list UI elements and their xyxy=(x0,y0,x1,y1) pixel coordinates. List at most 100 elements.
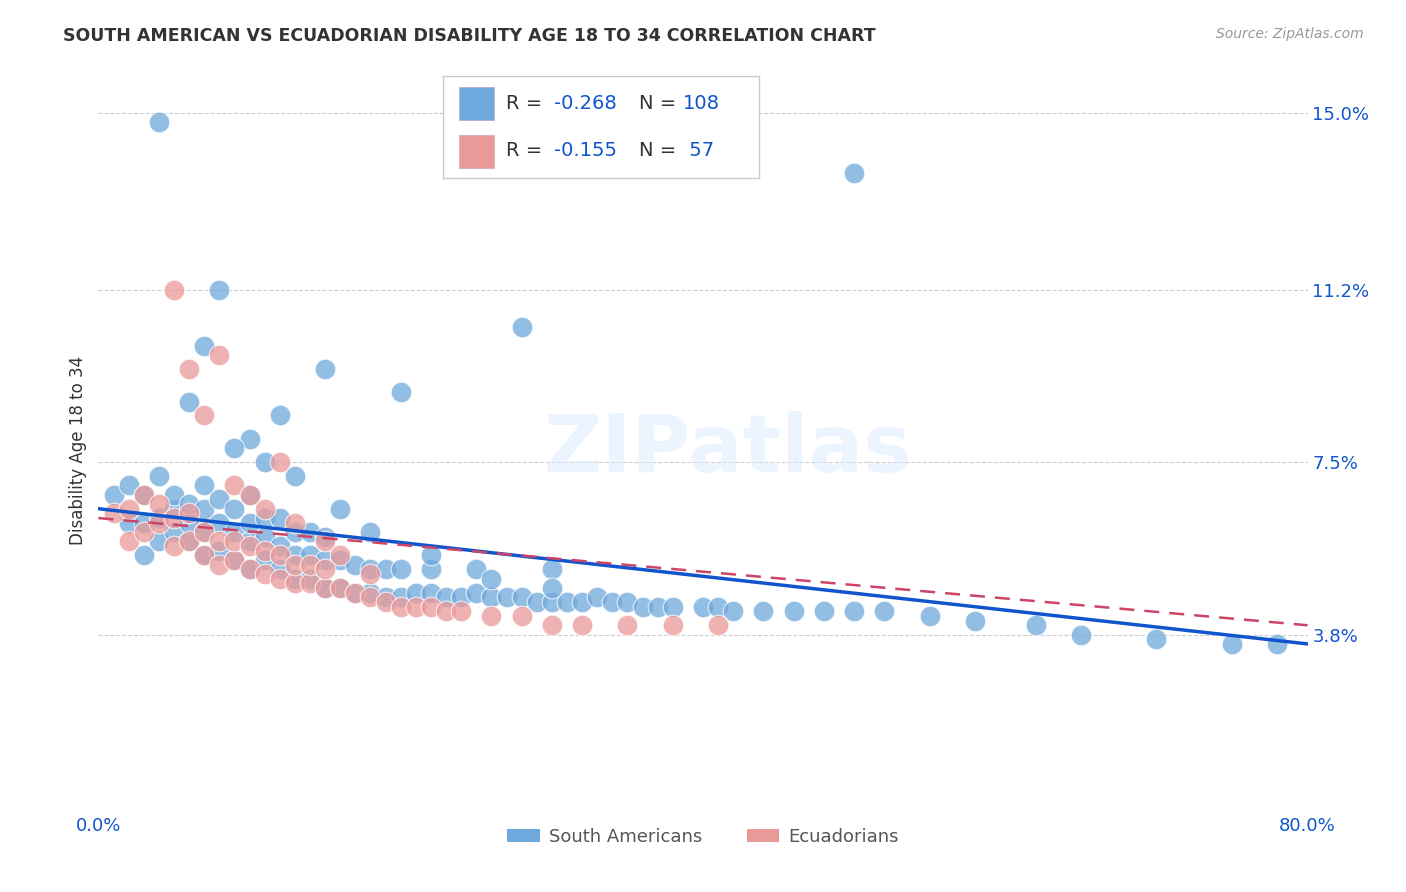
Point xyxy=(193,338,215,352)
Point xyxy=(329,549,352,563)
Point xyxy=(360,562,382,576)
Point xyxy=(329,581,352,595)
Point xyxy=(540,562,562,576)
Point xyxy=(540,595,562,609)
Point xyxy=(602,595,624,609)
Point xyxy=(510,591,533,605)
Point xyxy=(631,599,654,614)
Point xyxy=(873,604,896,618)
Point xyxy=(314,534,336,549)
Point xyxy=(360,566,382,581)
Point xyxy=(284,516,307,530)
Point xyxy=(481,609,503,624)
Point xyxy=(526,595,548,609)
Point xyxy=(118,501,141,516)
Point xyxy=(163,539,186,553)
Point xyxy=(239,516,262,530)
Point xyxy=(616,595,638,609)
FancyBboxPatch shape xyxy=(458,136,494,168)
Point xyxy=(269,562,291,576)
Text: SOUTH AMERICAN VS ECUADORIAN DISABILITY AGE 18 TO 34 CORRELATION CHART: SOUTH AMERICAN VS ECUADORIAN DISABILITY … xyxy=(63,27,876,45)
Point xyxy=(269,549,291,563)
Point xyxy=(269,511,291,525)
Point xyxy=(420,585,443,599)
Point xyxy=(647,599,669,614)
Point xyxy=(132,524,155,539)
Point xyxy=(314,553,336,567)
Point xyxy=(179,507,201,521)
Point xyxy=(239,432,262,446)
Point xyxy=(253,501,276,516)
FancyBboxPatch shape xyxy=(458,87,494,120)
Point xyxy=(389,562,412,576)
Point xyxy=(450,591,472,605)
Point xyxy=(374,562,396,576)
Point xyxy=(193,478,215,492)
Point xyxy=(193,549,215,563)
Point xyxy=(224,534,246,549)
Point xyxy=(918,609,941,624)
Point xyxy=(208,492,231,507)
Point xyxy=(224,501,246,516)
Point xyxy=(420,562,443,576)
Point xyxy=(540,618,562,632)
Point xyxy=(389,591,412,605)
Point xyxy=(723,604,745,618)
Point xyxy=(132,488,155,502)
Point xyxy=(450,604,472,618)
Point xyxy=(239,539,262,553)
Point xyxy=(586,591,609,605)
Point xyxy=(540,581,562,595)
Point xyxy=(813,604,835,618)
Point xyxy=(163,511,186,525)
Point xyxy=(783,604,806,618)
Point xyxy=(148,497,170,511)
Point xyxy=(1070,627,1092,641)
Point xyxy=(208,348,231,362)
Point xyxy=(193,501,215,516)
Point xyxy=(148,511,170,525)
Point xyxy=(193,549,215,563)
Point xyxy=(193,524,215,539)
Point xyxy=(179,534,201,549)
Point xyxy=(616,618,638,632)
Point xyxy=(208,534,231,549)
Point xyxy=(1220,637,1243,651)
Point xyxy=(481,572,503,586)
Point xyxy=(844,166,866,180)
Point xyxy=(752,604,775,618)
Point xyxy=(299,549,322,563)
Point xyxy=(434,591,457,605)
Point xyxy=(661,618,683,632)
Point xyxy=(284,558,307,572)
Point xyxy=(253,566,276,581)
Point xyxy=(239,488,262,502)
Point xyxy=(132,516,155,530)
Point xyxy=(284,576,307,591)
Point xyxy=(253,553,276,567)
Point xyxy=(163,524,186,539)
Point xyxy=(208,558,231,572)
Point xyxy=(374,591,396,605)
Point xyxy=(420,599,443,614)
Point xyxy=(965,614,987,628)
Point xyxy=(344,558,367,572)
Point xyxy=(314,581,336,595)
Point xyxy=(1144,632,1167,647)
Text: -0.155: -0.155 xyxy=(554,141,617,161)
Point xyxy=(374,595,396,609)
Point xyxy=(239,534,262,549)
Point xyxy=(299,558,322,572)
Point xyxy=(253,511,276,525)
Point xyxy=(299,576,322,591)
Point xyxy=(389,599,412,614)
Point xyxy=(132,549,155,563)
Point xyxy=(148,115,170,129)
Point xyxy=(253,530,276,544)
Point xyxy=(465,562,488,576)
Point xyxy=(179,516,201,530)
Point xyxy=(284,469,307,483)
Point xyxy=(148,469,170,483)
Point xyxy=(329,553,352,567)
Point xyxy=(224,553,246,567)
